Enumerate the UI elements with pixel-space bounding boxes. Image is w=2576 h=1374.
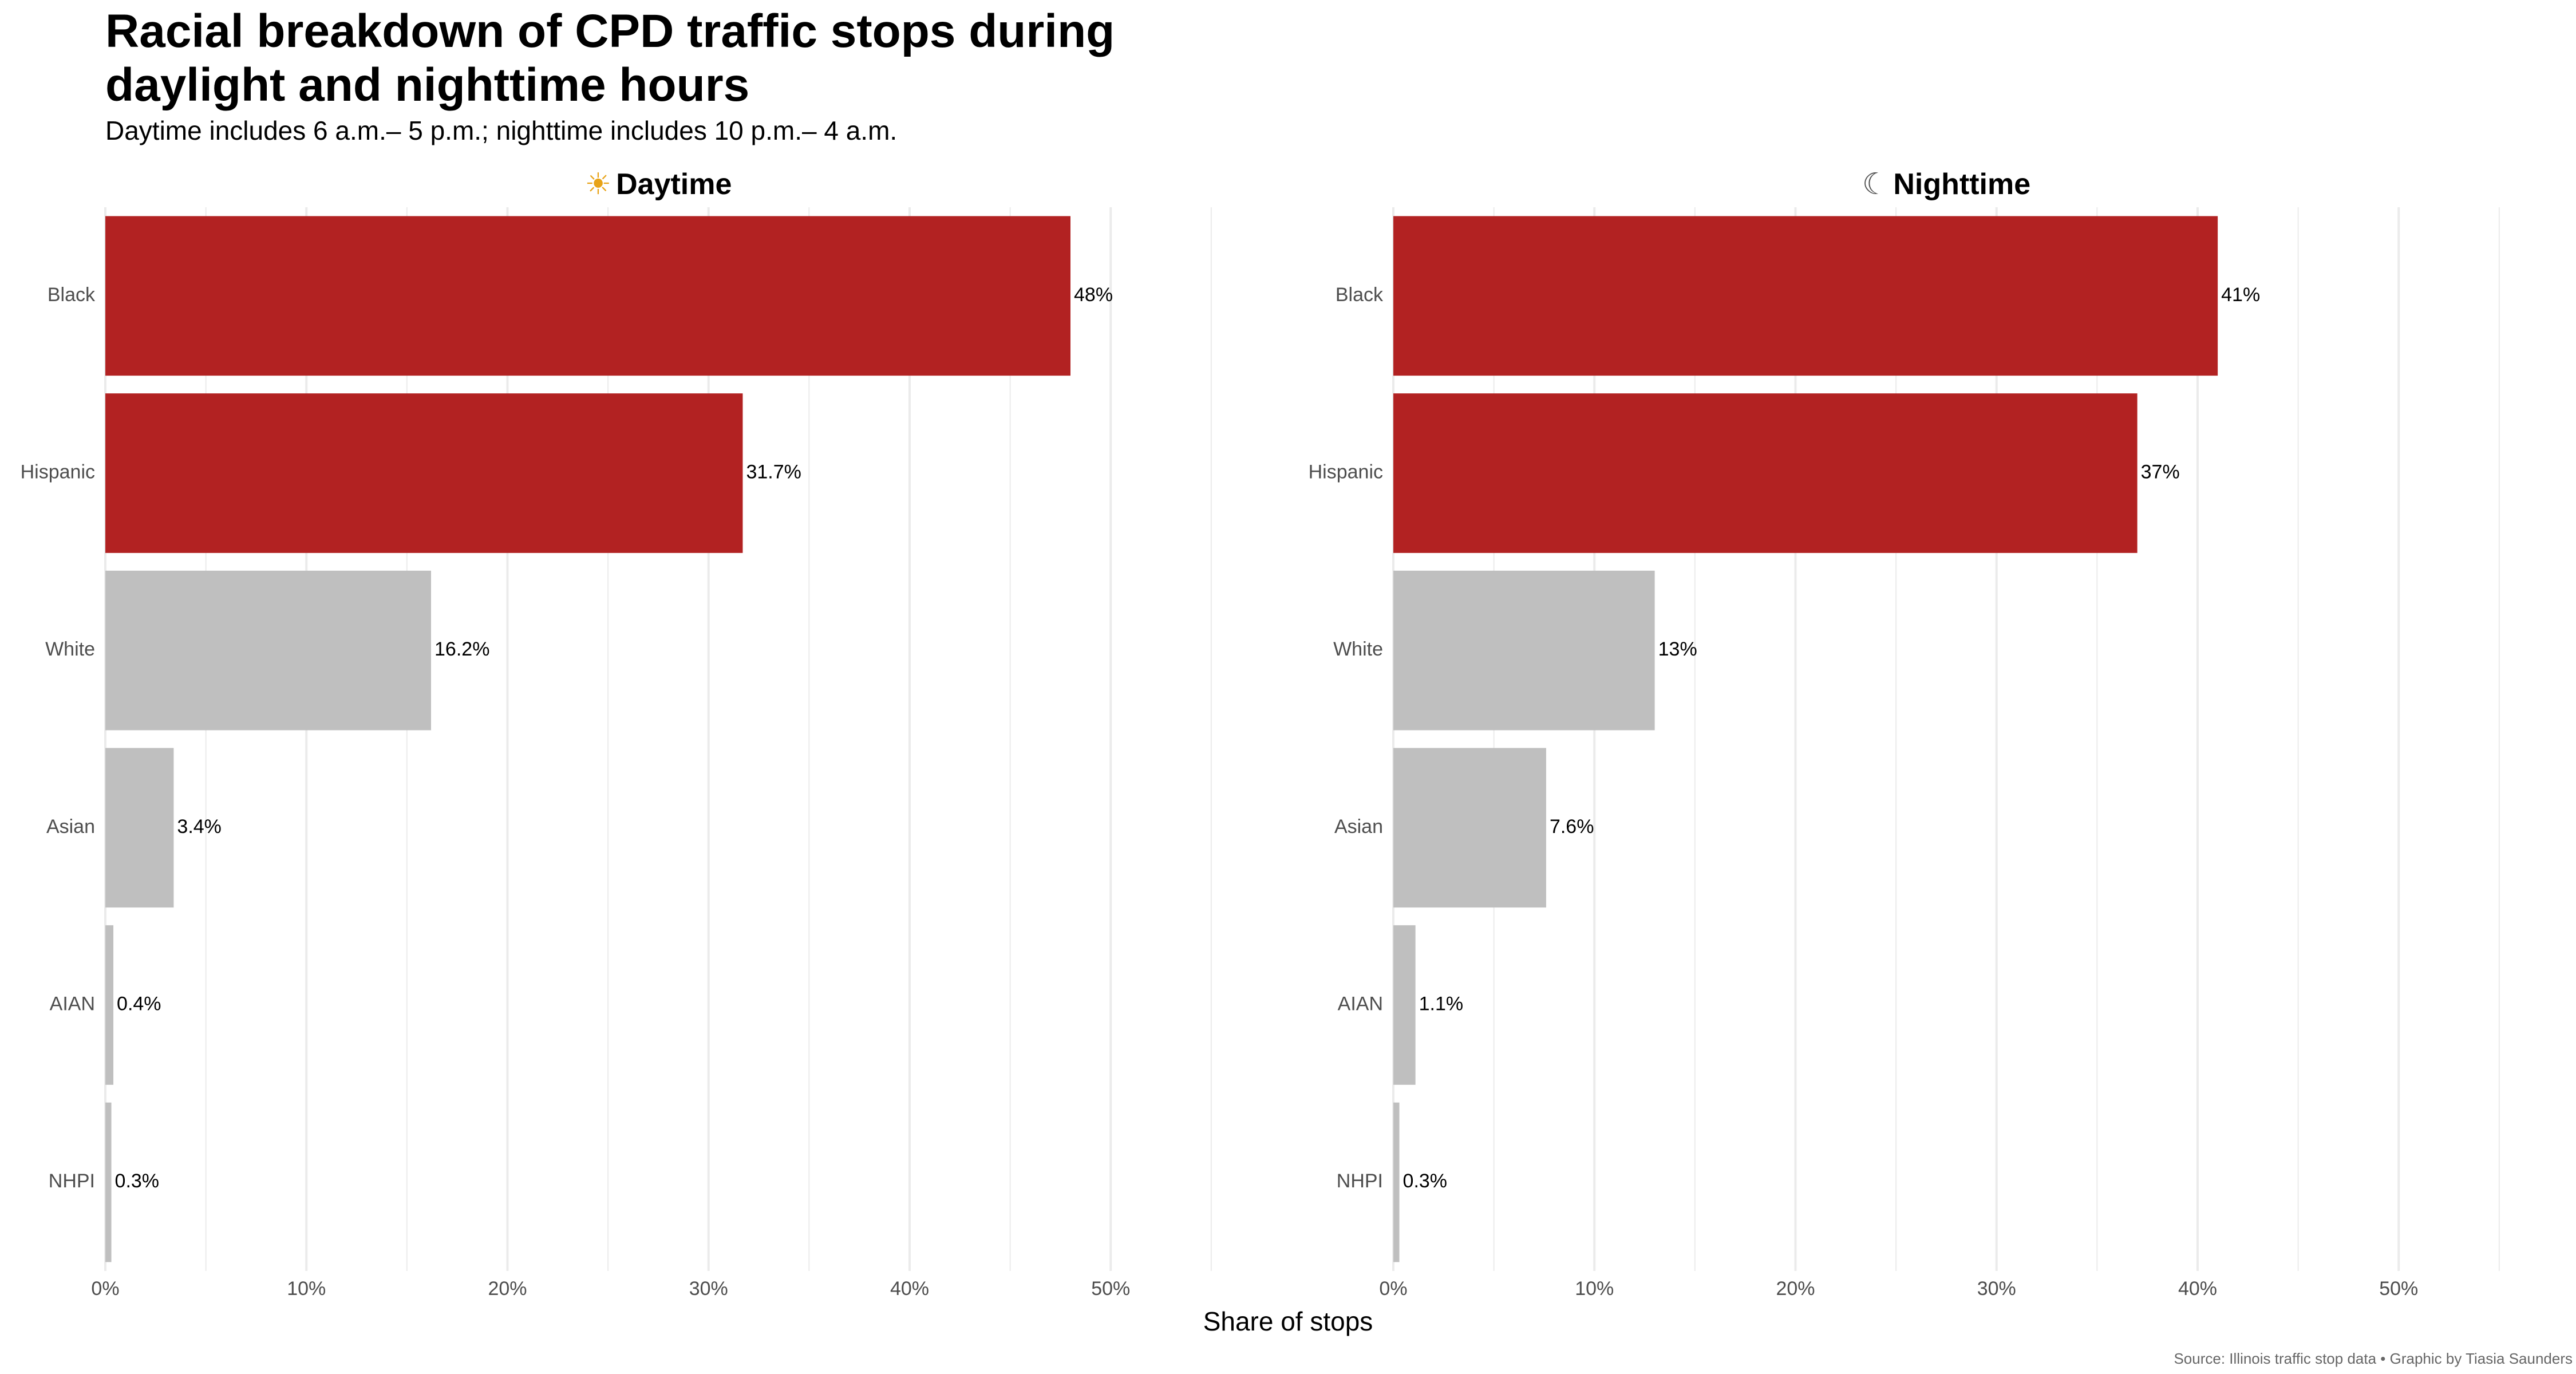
bar-daytime-aian [105,925,114,1085]
data-label-daytime-aian: 0.4% [117,993,161,1014]
panel-title-nighttime: ☾ Nighttime [1393,167,2499,202]
data-label-nighttime-aian: 1.1% [1419,993,1464,1014]
x-tick-label-nighttime-50: 50% [2379,1278,2418,1300]
data-label-nighttime-nhpi: 0.3% [1403,1170,1448,1192]
sun-icon: ☀ [584,168,612,201]
x-tick-label-nighttime-30: 30% [1977,1278,2016,1300]
x-tick-label-nighttime-0: 0% [1379,1278,1407,1300]
bar-nighttime-asian [1393,748,1546,908]
data-label-daytime-black: 48% [1074,284,1113,306]
bar-nighttime-hispanic [1393,393,2138,553]
y-tick-label-nighttime-nhpi: NHPI [1337,1170,1383,1192]
data-label-nighttime-black: 41% [2221,284,2260,306]
x-tick-label-daytime-10: 10% [287,1278,326,1300]
x-tick-label-nighttime-40: 40% [2178,1278,2217,1300]
data-label-daytime-white: 16.2% [434,638,489,660]
source-caption: Source: Illinois traffic stop data • Gra… [2174,1350,2573,1367]
y-tick-label-nighttime-aian: AIAN [1338,993,1383,1014]
x-tick-label-daytime-40: 40% [890,1278,929,1300]
y-tick-label-nighttime-black: Black [1336,284,1384,306]
x-tick-label-daytime-20: 20% [488,1278,527,1300]
x-tick-label-nighttime-20: 20% [1776,1278,1815,1300]
bar-daytime-asian [105,748,174,908]
x-tick-label-daytime-50: 50% [1091,1278,1130,1300]
x-tick-label-nighttime-10: 10% [1575,1278,1614,1300]
panel-title-daytime-label: Daytime [616,168,732,201]
bar-daytime-white [105,570,432,731]
y-tick-label-daytime-black: Black [48,284,96,306]
bar-nighttime-black [1393,216,2218,376]
chart-title: Racial breakdown of CPD traffic stops du… [105,5,1115,111]
y-tick-label-nighttime-asian: Asian [1334,816,1383,838]
y-tick-label-daytime-nhpi: NHPI [49,1170,95,1192]
x-tick-label-daytime-0: 0% [91,1278,119,1300]
chart-subtitle: Daytime includes 6 a.m.– 5 p.m.; nightti… [105,116,898,145]
bar-daytime-nhpi [105,1102,112,1262]
panel-title-daytime: ☀ Daytime [105,167,1211,202]
y-tick-label-daytime-aian: AIAN [50,993,95,1014]
bar-nighttime-aian [1393,925,1416,1085]
bar-daytime-black [105,216,1070,376]
panel-title-nighttime-label: Nighttime [1893,168,2031,201]
x-axis-title: Share of stops [1203,1306,1373,1336]
y-tick-label-daytime-hispanic: Hispanic [21,461,95,483]
y-tick-label-nighttime-white: White [1333,638,1383,660]
y-tick-label-daytime-white: White [45,638,95,660]
moon-icon: ☾ [1862,168,1889,201]
y-tick-label-nighttime-hispanic: Hispanic [1309,461,1383,483]
x-tick-label-daytime-30: 30% [689,1278,728,1300]
data-label-daytime-hispanic: 31.7% [746,461,801,483]
bar-nighttime-nhpi [1393,1102,1400,1262]
data-label-nighttime-hispanic: 37% [2141,461,2180,483]
data-label-nighttime-white: 13% [1658,638,1697,660]
data-label-daytime-asian: 3.4% [177,816,222,838]
bar-daytime-hispanic [105,393,743,553]
y-tick-label-daytime-asian: Asian [46,816,95,838]
bar-nighttime-white [1393,570,1655,731]
data-label-nighttime-asian: 7.6% [1550,816,1594,838]
data-label-daytime-nhpi: 0.3% [115,1170,160,1192]
